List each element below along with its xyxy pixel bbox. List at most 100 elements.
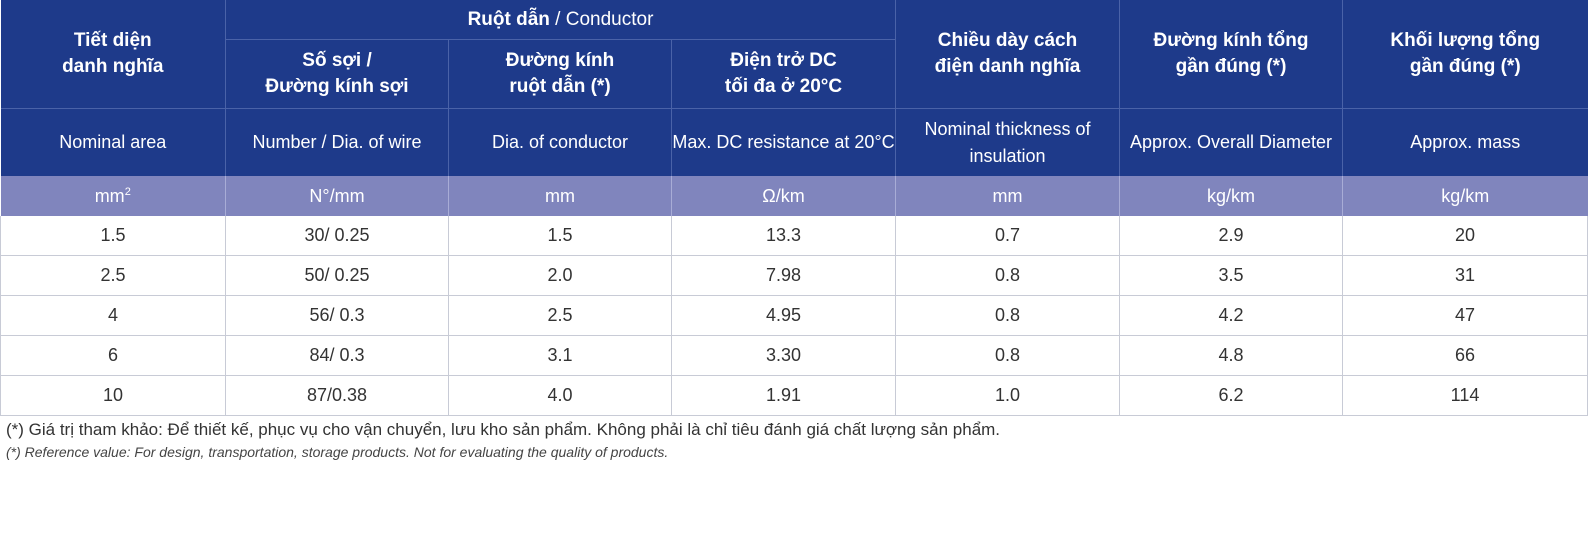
unit-area: mm2 — [0, 176, 226, 216]
header-label-line: Tiết diện — [73, 30, 152, 51]
header-label-line: Điện trở DC — [730, 50, 837, 71]
english-label-row: Nominal area Number / Dia. of wire Dia. … — [0, 108, 1588, 176]
en-label-line: Dia. of wire — [331, 132, 422, 152]
cell-insulation: 0.8 — [895, 295, 1120, 336]
header-dc-resistance: Điện trở DC tối đa ở 20°C — [671, 39, 896, 109]
cell-nominal-area: 2.5 — [0, 255, 226, 296]
cell-overall-diameter: 4.2 — [1119, 295, 1343, 336]
cell-insulation: 0.7 — [895, 216, 1120, 256]
header-label-line: gần đúng (*) — [1409, 56, 1521, 77]
cell-dia-conductor: 2.5 — [448, 295, 672, 336]
conductor-label-separator: / — [549, 8, 566, 30]
en-mass: Approx. mass — [1342, 108, 1588, 176]
header-insulation: Chiều dày cách điện danh nghĩa — [895, 0, 1120, 109]
cell-insulation: 0.8 — [895, 335, 1120, 376]
cell-nominal-area: 1.5 — [0, 216, 226, 256]
en-label-line: resistance at 20°C — [747, 132, 895, 152]
header-label-line: Chiều dày cách — [937, 30, 1078, 51]
en-label-line: Approx. — [1129, 132, 1192, 152]
cell-dc-resistance: 4.95 — [671, 295, 896, 336]
cell-nominal-area: 10 — [0, 375, 226, 416]
header-overall-diameter: Đường kính tổng gần đúng (*) — [1119, 0, 1343, 109]
en-dc-resistance: Max. DC resistance at 20°C — [671, 108, 896, 176]
unit-mass: kg/km — [1342, 176, 1588, 216]
footnote-en: (*) Reference value: For design, transpo… — [6, 444, 669, 460]
header-label-line: ruột dẫn (*) — [509, 76, 611, 97]
header-label-line: Khối lượng tổng — [1390, 30, 1541, 51]
cell-insulation: 0.8 — [895, 255, 1120, 296]
cell-dc-resistance: 1.91 — [671, 375, 896, 416]
cell-dia-conductor: 1.5 — [448, 216, 672, 256]
cell-dia-conductor: 4.0 — [448, 375, 672, 416]
conductor-label-en: Conductor — [565, 8, 654, 30]
unit-area-base: mm — [94, 185, 125, 206]
en-label-line: Approx. mass — [1410, 132, 1521, 152]
header-nominal-area: Tiết diện danh nghĩa — [0, 0, 226, 109]
header-row-2: Số sợi / Đường kính sợi Đường kính ruột … — [1, 39, 1588, 109]
header-row-1: Tiết diện danh nghĩa Ruột dẫn / Conducto… — [0, 0, 1588, 109]
cell-overall-diameter: 2.9 — [1119, 216, 1343, 256]
footnotes: (*) Giá trị tham khảo: Để thiết kế, phục… — [6, 419, 1000, 463]
en-label-line: Number / — [252, 132, 327, 152]
unit-row: mm2 N°/mm mm Ω/km mm kg/km kg/km — [0, 176, 1588, 216]
cell-mass: 66 — [1342, 335, 1588, 376]
en-label-line: Max. DC — [672, 132, 743, 152]
cell-number-wire: 50/ 0.25 — [225, 255, 449, 296]
unit-insulation: mm — [895, 176, 1120, 216]
unit-overall-diameter: kg/km — [1119, 176, 1343, 216]
en-overall-diameter: Approx. Overall Diameter — [1119, 108, 1343, 176]
cell-dc-resistance: 3.30 — [671, 335, 896, 376]
en-number-wire: Number / Dia. of wire — [225, 108, 449, 176]
cell-mass: 20 — [1342, 216, 1588, 256]
header-label-line: Số sợi / — [302, 50, 372, 71]
table-row: 2.5 50/ 0.25 2.0 7.98 0.8 3.5 31 — [0, 255, 1588, 296]
conductor-label-vi: Ruột dẫn — [467, 8, 550, 30]
cell-number-wire: 56/ 0.3 — [225, 295, 449, 336]
header-number-wire: Số sợi / Đường kính sợi — [225, 39, 449, 109]
table-row: 6 84/ 0.3 3.1 3.30 0.8 4.8 66 — [0, 335, 1588, 376]
en-insulation: Nominal thickness of insulation — [895, 108, 1120, 176]
unit-number-wire: N°/mm — [225, 176, 449, 216]
header-label-line: danh nghĩa — [62, 56, 164, 77]
header-label-line: Đường kính sợi — [265, 76, 409, 97]
cell-number-wire: 87/0.38 — [225, 375, 449, 416]
table-row: 1.5 30/ 0.25 1.5 13.3 0.7 2.9 20 — [0, 216, 1588, 256]
header-mass: Khối lượng tổng gần đúng (*) — [1342, 0, 1588, 109]
cell-mass: 114 — [1342, 375, 1588, 416]
header-label-line: tối đa ở 20°C — [724, 76, 843, 97]
header-label-line: gần đúng (*) — [1175, 56, 1287, 77]
cell-number-wire: 84/ 0.3 — [225, 335, 449, 376]
en-label-line: Nominal thickness — [924, 118, 1071, 139]
cell-overall-diameter: 6.2 — [1119, 375, 1343, 416]
en-nominal-area: Nominal area — [0, 108, 226, 176]
header-label-line: điện danh nghĩa — [934, 56, 1081, 77]
en-label-line: Nominal area — [59, 132, 167, 152]
en-label-line: Overall Diameter — [1197, 132, 1333, 152]
table-row: 4 56/ 0.3 2.5 4.95 0.8 4.2 47 — [0, 295, 1588, 336]
header-conductor-group: Ruột dẫn / Conductor — [225, 0, 896, 40]
cell-dia-conductor: 2.0 — [448, 255, 672, 296]
cell-nominal-area: 4 — [0, 295, 226, 336]
cell-dc-resistance: 7.98 — [671, 255, 896, 296]
cable-spec-table: Tiết diện danh nghĩa Ruột dẫn / Conducto… — [0, 0, 1588, 416]
unit-area-superscript: 2 — [124, 185, 131, 198]
en-label-line: of insulation — [969, 118, 1091, 166]
header-dia-conductor: Đường kính ruột dẫn (*) — [448, 39, 672, 109]
cell-number-wire: 30/ 0.25 — [225, 216, 449, 256]
header-label-line: Đường kính — [505, 50, 615, 71]
cell-dia-conductor: 3.1 — [448, 335, 672, 376]
unit-dia-conductor: mm — [448, 176, 672, 216]
cell-mass: 47 — [1342, 295, 1588, 336]
en-dia-conductor: Dia. of conductor — [448, 108, 672, 176]
cell-overall-diameter: 3.5 — [1119, 255, 1343, 296]
cell-insulation: 1.0 — [895, 375, 1120, 416]
unit-dc-resistance: Ω/km — [671, 176, 896, 216]
en-label-line: Dia. of conductor — [491, 132, 629, 152]
footnote-vi: (*) Giá trị tham khảo: Để thiết kế, phục… — [6, 420, 1001, 439]
cell-dc-resistance: 13.3 — [671, 216, 896, 256]
cell-overall-diameter: 4.8 — [1119, 335, 1343, 376]
cell-nominal-area: 6 — [0, 335, 226, 376]
table-row: 10 87/0.38 4.0 1.91 1.0 6.2 114 — [0, 375, 1588, 416]
header-label-line: Đường kính tổng — [1153, 30, 1309, 51]
cell-mass: 31 — [1342, 255, 1588, 296]
